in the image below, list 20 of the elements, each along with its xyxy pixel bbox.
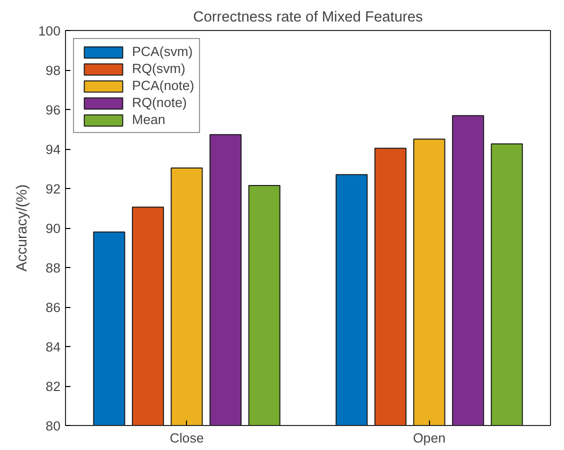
y-tick-label: 96: [46, 102, 61, 118]
y-tick-label: 88: [46, 260, 61, 276]
x-tick-label: Open: [412, 430, 446, 446]
y-tick-label: 90: [46, 221, 61, 236]
legend-label: RQ(svm): [132, 61, 186, 76]
legend-label: PCA(note): [132, 78, 194, 93]
y-axis-title: Accuracy/(%): [14, 184, 30, 272]
legend-label: Mean: [132, 112, 166, 127]
y-tick-label: 82: [46, 379, 61, 394]
legend-label: RQ(note): [132, 95, 187, 110]
y-tick-label: 94: [46, 142, 62, 157]
y-tick-label: 84: [46, 340, 62, 354]
chart-title: Correctness rate of Mixed Features: [193, 10, 423, 26]
legend-label: PCA(svm): [132, 44, 193, 59]
y-tick-label: 100: [38, 24, 61, 38]
y-tick-label: 92: [46, 182, 61, 196]
y-tick-label: 86: [46, 300, 61, 315]
x-tick-label: Close: [170, 430, 204, 446]
y-tick-label: 98: [46, 63, 61, 78]
y-tick-label: 80: [46, 418, 61, 434]
